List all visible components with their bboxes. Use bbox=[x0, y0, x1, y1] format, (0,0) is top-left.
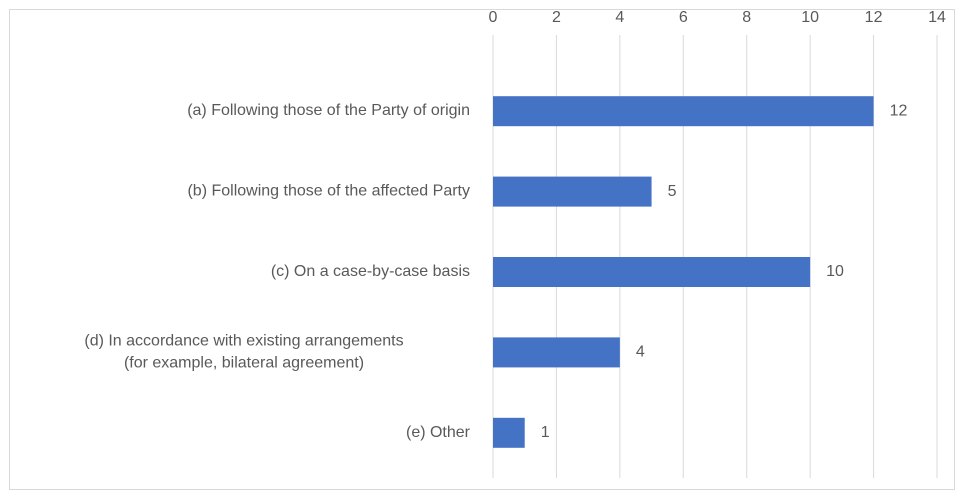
x-tick-label: 14 bbox=[928, 9, 946, 26]
bar bbox=[493, 417, 525, 448]
data-label: 12 bbox=[890, 102, 908, 119]
bar bbox=[493, 176, 652, 207]
x-tick-label: 2 bbox=[552, 9, 561, 26]
bar bbox=[493, 337, 620, 368]
x-tick-label: 12 bbox=[865, 9, 883, 26]
data-label: 10 bbox=[826, 263, 844, 280]
y-tick-label: (a) Following those of the Party of orig… bbox=[187, 102, 470, 119]
bar bbox=[493, 257, 811, 287]
chart-frame bbox=[9, 9, 955, 490]
x-tick-label: 8 bbox=[742, 9, 751, 26]
bar bbox=[493, 96, 874, 127]
y-tick-label: (b) Following those of the affected Part… bbox=[187, 183, 470, 200]
data-label: 4 bbox=[636, 344, 645, 361]
y-tick-label: (d) In accordance with existing arrangem… bbox=[84, 333, 403, 372]
y-tick-label: (c) On a case-by-case basis bbox=[271, 263, 470, 280]
y-tick-label: (e) Other bbox=[406, 424, 471, 441]
data-label: 5 bbox=[668, 183, 677, 200]
x-tick-label: 6 bbox=[679, 9, 688, 26]
x-tick-label: 10 bbox=[801, 9, 819, 26]
x-tick-label: 0 bbox=[489, 9, 498, 26]
data-label: 1 bbox=[541, 424, 550, 441]
x-tick-label: 4 bbox=[615, 9, 624, 26]
